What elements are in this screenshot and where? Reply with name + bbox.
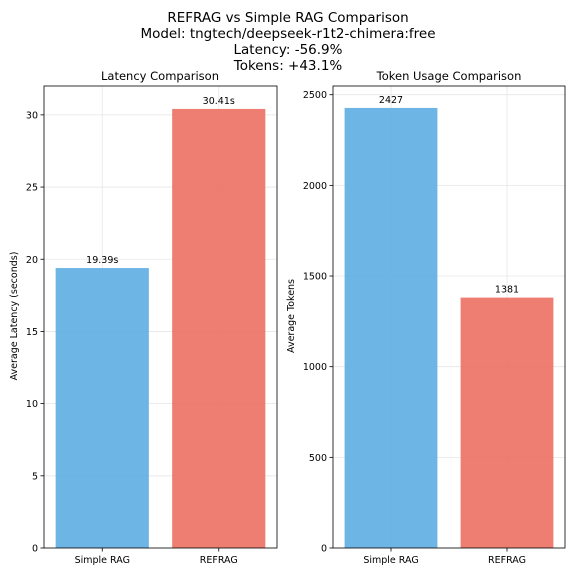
tokens-ytick-label-3: 1500 xyxy=(303,272,327,283)
tokens-ytick-label-5: 2500 xyxy=(303,90,327,101)
tokens-data-label-0: 2427 xyxy=(379,95,403,106)
tokens-ytick-label-4: 2000 xyxy=(303,181,327,192)
tokens-y-axis-label: Average Tokens xyxy=(286,279,297,353)
latency-y-axis-label: Average Latency (seconds) xyxy=(9,252,20,381)
latency-ytick-label-5: 25 xyxy=(26,183,38,194)
tokens-ytick-label-0: 0 xyxy=(321,544,327,555)
latency-data-label-1: 30.41s xyxy=(203,96,235,107)
tokens-chart-title: Token Usage Comparison xyxy=(376,69,522,83)
tokens-bar-0 xyxy=(344,107,438,548)
latency-ytick-label-0: 0 xyxy=(32,544,38,555)
tokens-axes-frame xyxy=(332,85,566,549)
tokens-bar-1 xyxy=(460,297,554,548)
latency-ytick-label-2: 10 xyxy=(26,399,38,410)
latency-data-label-0: 19.39s xyxy=(86,255,118,266)
figure-title-line-3: Latency: -56.9% xyxy=(234,42,343,58)
latency-xtick-label-0: Simple RAG xyxy=(75,555,130,566)
tokens-xtick-label-0: Simple RAG xyxy=(363,555,418,566)
latency-bar-0 xyxy=(55,268,149,548)
latency-axes-frame xyxy=(43,85,278,549)
figure-title-line-1: REFRAG vs Simple RAG Comparison xyxy=(167,10,408,26)
figure-title-line-2: Model: tngtech/deepseek-r1t2-chimera:fre… xyxy=(140,26,435,42)
tokens-data-label-1: 1381 xyxy=(495,285,519,296)
latency-ytick-label-4: 20 xyxy=(26,255,38,266)
tokens-ytick-label-1: 500 xyxy=(309,453,327,464)
tokens-ytick-label-2: 1000 xyxy=(303,362,327,373)
latency-chart: Latency Comparison Average Latency (seco… xyxy=(9,69,278,566)
figure-title-line-4: Tokens: +43.1% xyxy=(233,58,343,74)
tokens-xtick-label-1: REFRAG xyxy=(488,555,526,566)
latency-chart-title: Latency Comparison xyxy=(101,69,219,83)
latency-ytick-label-1: 5 xyxy=(32,471,38,482)
latency-ytick-label-6: 30 xyxy=(26,110,38,121)
latency-xtick-label-1: REFRAG xyxy=(200,555,238,566)
latency-ytick-label-3: 15 xyxy=(26,327,38,338)
figure-title: REFRAG vs Simple RAG Comparison Model: t… xyxy=(140,10,435,74)
latency-bar-1 xyxy=(172,108,266,548)
tokens-chart: Token Usage Comparison Average Tokens 24… xyxy=(286,69,566,566)
